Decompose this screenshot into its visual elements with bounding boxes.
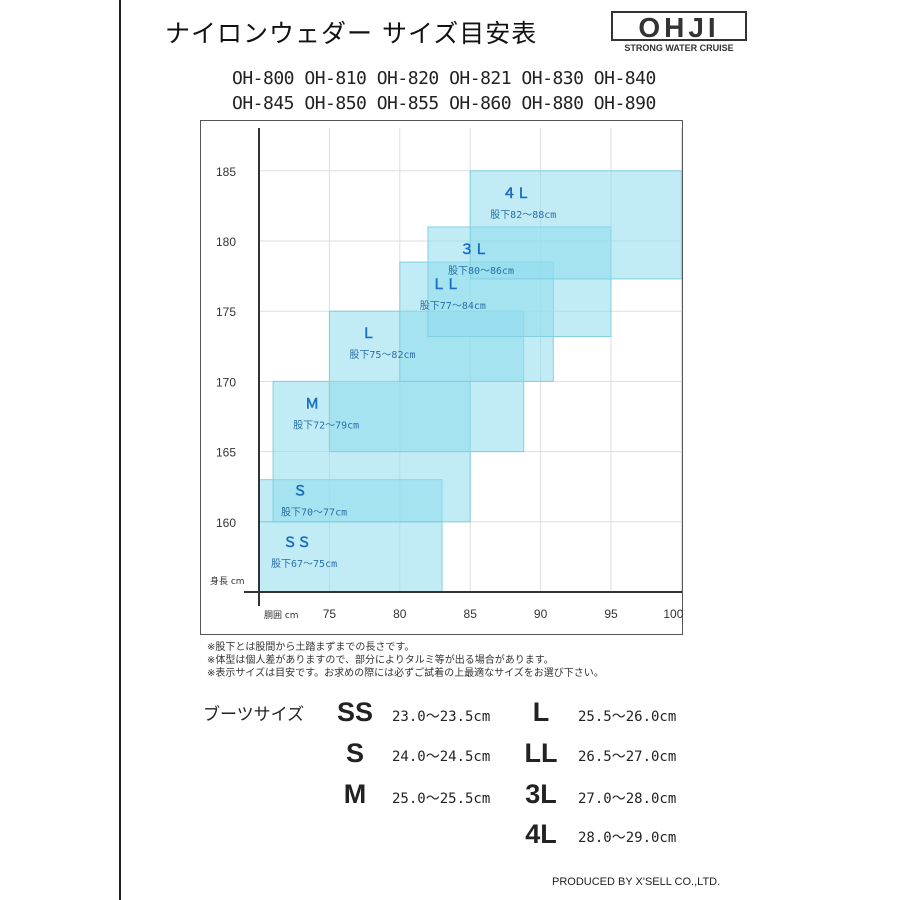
footer-credit: PRODUCED BY X'SELL CO.,LTD. [552, 876, 721, 888]
x-tick-label: 95 [604, 607, 618, 621]
boot-size: M [343, 779, 367, 809]
x-tick-label: 75 [323, 607, 337, 621]
boot-size-label: ブーツサイズ [203, 705, 305, 725]
y-axis-label: 身長 cm [210, 575, 245, 587]
inseam-label: 股下72〜79cm [293, 419, 359, 431]
x-tick-label: 85 [464, 607, 478, 621]
boot-range: 25.5〜26.0cm [578, 709, 677, 725]
svg-text:STRONG WATER CRUISE: STRONG WATER CRUISE [624, 43, 733, 53]
boot-size: SS [336, 697, 374, 727]
size-label: ３Ｌ [460, 242, 488, 258]
page-title: ナイロンウェダー サイズ目安表 [165, 19, 538, 48]
inseam-label: 股下77〜84cm [420, 300, 486, 312]
boot-range: 23.0〜23.5cm [392, 709, 491, 725]
size-label: ＳＳ [283, 535, 311, 551]
model-row: OH-800 OH-810 OH-820 OH-821 OH-830 OH-84… [232, 68, 656, 89]
boot-range: 28.0〜29.0cm [578, 830, 677, 846]
svg-text:OHJI: OHJI [638, 12, 719, 43]
y-tick-label: 185 [216, 165, 236, 179]
size-label: Ｌ [361, 326, 375, 342]
inseam-label: 股下80〜86cm [448, 265, 514, 277]
boot-size: LL [524, 738, 558, 768]
boot-range: 26.5〜27.0cm [578, 749, 677, 765]
notes: ※股下とは股間から土踏まずまでの長さです。 ※体型は個人差がありますので、部分に… [207, 641, 604, 680]
y-tick-label: 160 [216, 516, 236, 530]
inseam-label: 股下75〜82cm [349, 349, 415, 361]
page-edge-line [119, 0, 121, 900]
x-axis-label: 胴囲 cm [264, 610, 299, 621]
note: ※体型は個人差がありますので、部分によりタルミ等が出る場合があります。 [207, 655, 554, 666]
x-tick-label: 80 [393, 607, 407, 621]
x-tick-label: 100 [663, 607, 683, 621]
boot-range: 27.0〜28.0cm [578, 791, 677, 807]
y-tick-label: 165 [216, 446, 236, 460]
model-row: OH-845 OH-850 OH-855 OH-860 OH-880 OH-89… [232, 93, 656, 114]
model-list: OH-800 OH-810 OH-820 OH-821 OH-830 OH-84… [232, 66, 656, 116]
size-label: ４Ｌ [502, 186, 530, 202]
size-box-6 [469, 170, 682, 280]
size-box-0 [258, 521, 443, 593]
size-label: Ｓ [293, 484, 307, 500]
size-label: ＬＬ [432, 277, 460, 293]
inseam-label: 股下82〜88cm [490, 209, 556, 221]
boot-size: 3L [525, 779, 557, 809]
y-tick-label: 175 [216, 305, 236, 319]
inseam-label: 股下70〜77cm [281, 507, 347, 519]
note: ※表示サイズは目安です。お求めの際には必ずご試着の上最適なサイズをお選び下さい。 [207, 668, 604, 679]
size-label: Ｍ [305, 396, 319, 412]
boot-size: L [532, 697, 550, 727]
x-tick-label: 90 [534, 607, 548, 621]
inseam-label: 股下67〜75cm [271, 558, 337, 570]
boot-size: 4L [525, 819, 557, 849]
note: ※股下とは股間から土踏まずまでの長さです。 [207, 642, 415, 653]
y-tick-label: 180 [216, 235, 236, 249]
ohji-logo: OHJI STRONG WATER CRUISE [611, 11, 747, 53]
size-chart: ＳＳ 股下67〜75cm Ｓ 股下70〜77cm Ｍ 股下72〜79cm Ｌ 股下75〜82c… [200, 120, 684, 635]
y-tick-label: 170 [216, 375, 236, 389]
boot-size: S [345, 738, 364, 768]
boot-range: 25.0〜25.5cm [392, 791, 491, 807]
boot-range: 24.0〜24.5cm [392, 749, 491, 765]
